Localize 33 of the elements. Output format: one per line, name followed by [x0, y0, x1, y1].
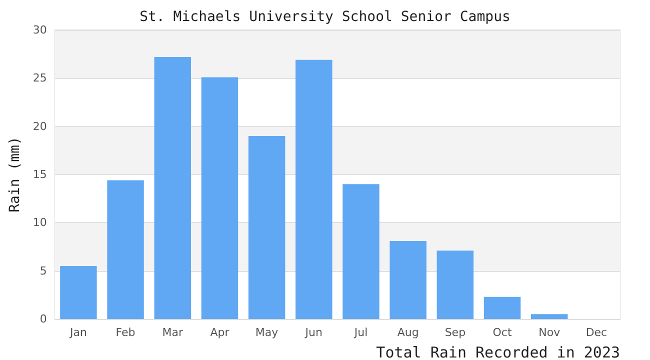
- x-tick-label: Nov: [538, 326, 561, 339]
- x-tick-label: May: [255, 326, 279, 339]
- bar: [201, 77, 238, 319]
- bar: [342, 184, 380, 319]
- y-tick-label: 30: [32, 24, 47, 36]
- bar: [530, 314, 568, 319]
- y-axis-title: Rain (mm): [7, 136, 23, 212]
- bar: [107, 180, 144, 319]
- y-tick-label: 0: [40, 312, 47, 326]
- text: Total Rain Recorded in 2023: [376, 344, 620, 360]
- x-tick-label: Aug: [397, 326, 419, 339]
- x-tick-label: Sep: [444, 326, 466, 339]
- x-tick-label: Apr: [210, 326, 230, 339]
- bar: [390, 240, 426, 319]
- y-tick-label: 15: [32, 168, 47, 181]
- x-tick-label: Jun: [304, 326, 323, 339]
- y-tick-label: 10: [32, 216, 47, 230]
- y-tick-label: 20: [32, 120, 47, 133]
- bar: [484, 296, 521, 319]
- bar: [248, 136, 286, 319]
- y-tick-label: 25: [32, 72, 47, 85]
- x-tick-label: Jul: [353, 326, 368, 339]
- x-tick-label: Feb: [116, 326, 136, 339]
- x-tick-label: Mar: [162, 326, 184, 339]
- chart-title: St. Michaels University School Senior Campus: [140, 9, 510, 25]
- bar: [60, 266, 97, 319]
- bar: [436, 250, 474, 319]
- bar: [296, 60, 332, 319]
- x-tick-label: Dec: [586, 326, 608, 339]
- y-tick-label: 5: [40, 264, 47, 278]
- x-tick-label: Oct: [492, 326, 512, 339]
- bar: [154, 56, 191, 319]
- x-tick-label: Jan: [68, 326, 87, 339]
